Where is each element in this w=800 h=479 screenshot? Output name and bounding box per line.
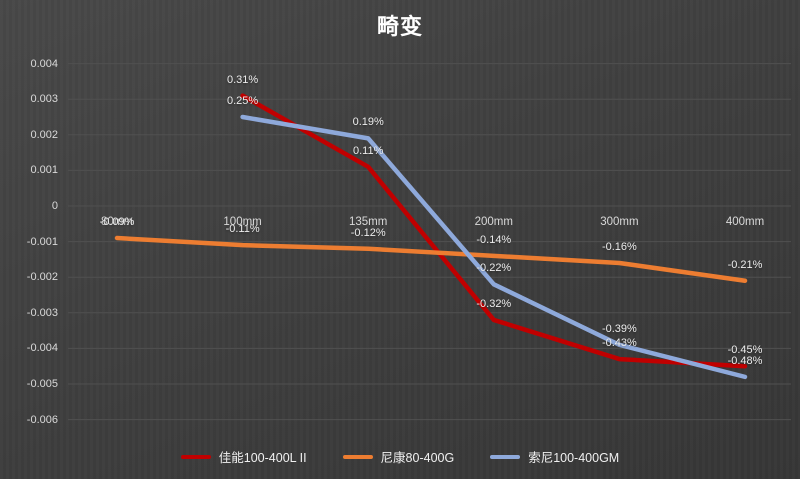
x-axis-tick-label: 300mm	[600, 216, 639, 228]
x-axis-tick-label: 135mm	[349, 216, 388, 228]
y-axis-tick-label: -0.005	[26, 378, 58, 390]
data-point-label: -0.09%	[99, 216, 135, 229]
x-axis-tick-label: 100mm	[223, 216, 262, 228]
series-line	[240, 93, 748, 369]
legend-line-swatch	[180, 454, 211, 459]
y-axis-tick-label: 0.004	[30, 57, 58, 70]
legend-series-name: 尼康80-400G	[380, 451, 455, 465]
data-point-label: -0.12%	[350, 226, 386, 239]
y-axis-tick-label: -0.006	[26, 413, 58, 426]
chart-title: 畸变	[376, 14, 423, 39]
data-point-label: -0.39%	[601, 322, 637, 335]
y-axis-tick-label: 0	[51, 200, 58, 212]
legend-series-name: 佳能100-400L II	[218, 451, 307, 465]
x-axis-tick-label: 200mm	[474, 216, 513, 228]
data-point-label: -0.22%	[476, 262, 512, 275]
legend-item: 佳能100-400L II	[180, 447, 307, 466]
data-point-label: 0.11%	[353, 144, 384, 157]
y-axis-tick-label: -0.002	[26, 271, 58, 284]
series-line	[114, 235, 748, 284]
data-point-label: 0.31%	[226, 73, 259, 86]
data-point-label: 0.19%	[352, 116, 384, 129]
data-point-label: -0.11%	[225, 223, 260, 236]
legend-line-swatch	[342, 454, 373, 459]
y-axis-tick-label: 0.003	[30, 93, 58, 106]
y-axis-tick-label: -0.001	[26, 235, 58, 248]
data-point-label: -0.21%	[727, 258, 763, 271]
data-point-label: -0.16%	[601, 240, 637, 253]
legend-item: 尼康80-400G	[342, 447, 455, 466]
chart-legend: 佳能100-400L II 尼康80-400G 索尼100-400GM	[0, 447, 800, 466]
y-axis-tick-label: 0.001	[30, 164, 58, 177]
legend-line-swatch	[490, 454, 521, 459]
data-point-label: -0.48%	[727, 354, 763, 367]
x-axis-tick-label: 400mm	[725, 216, 765, 228]
x-axis-tick-label: 80mm	[101, 216, 133, 228]
data-point-label: -0.32%	[476, 297, 512, 310]
data-point-label: -0.43%	[601, 337, 637, 350]
y-axis-tick-label: -0.003	[26, 306, 58, 319]
legend-series-name: 索尼100-400GM	[528, 451, 620, 465]
y-axis-tick-label: 0.002	[30, 128, 58, 141]
data-point-label: -0.45%	[727, 344, 763, 357]
series-line	[240, 114, 748, 380]
y-axis-tick-label: -0.004	[26, 342, 58, 355]
data-point-label: 0.25%	[226, 95, 259, 107]
legend-item: 索尼100-400GM	[490, 447, 619, 466]
data-point-label: -0.14%	[476, 233, 512, 246]
